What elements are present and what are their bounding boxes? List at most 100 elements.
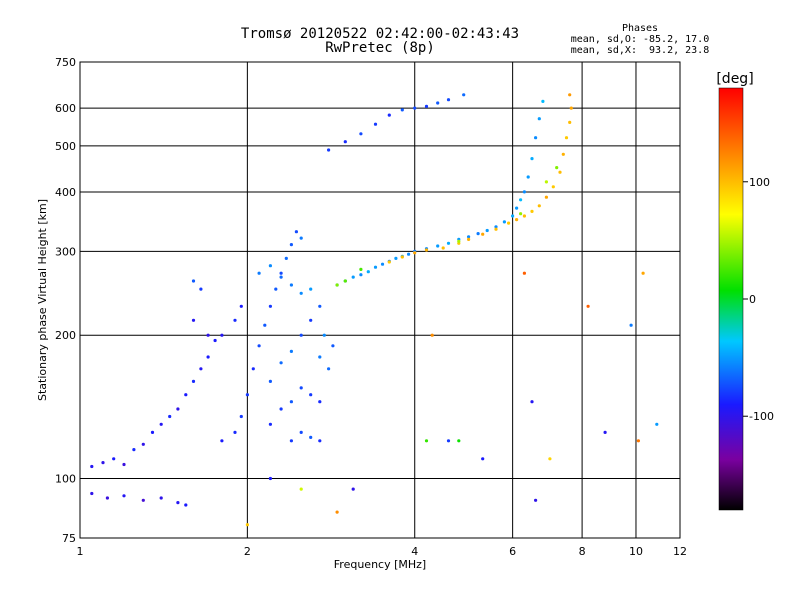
colorbar-ticks: 100 0 -100 xyxy=(743,176,774,423)
data-point xyxy=(213,338,217,343)
data-point xyxy=(457,439,461,443)
y-tick-label: 200 xyxy=(55,329,76,342)
data-point xyxy=(289,243,293,247)
data-point xyxy=(641,271,645,275)
data-point xyxy=(268,264,272,268)
data-point xyxy=(279,271,283,275)
data-point xyxy=(299,487,303,491)
data-point xyxy=(373,122,378,126)
data-point xyxy=(274,287,278,291)
data-point xyxy=(251,367,255,371)
data-point xyxy=(335,283,339,287)
data-point xyxy=(537,204,541,208)
data-point xyxy=(551,185,555,189)
data-point xyxy=(159,496,163,500)
data-point xyxy=(318,400,322,404)
x-tick-label: 8 xyxy=(579,545,586,558)
data-point xyxy=(141,442,145,446)
colorbar-label: [deg] xyxy=(716,71,753,87)
data-point xyxy=(373,265,378,269)
data-point xyxy=(268,422,272,426)
data-point xyxy=(359,267,363,271)
data-point xyxy=(394,256,398,260)
data-point xyxy=(279,407,283,411)
data-point xyxy=(184,503,188,507)
data-point xyxy=(544,180,549,184)
data-point xyxy=(279,275,283,279)
data-point xyxy=(485,228,489,233)
data-point xyxy=(289,349,293,353)
data-point xyxy=(568,93,572,97)
y-tick-labels: 75 100 200 300 400 500 600 750 xyxy=(55,56,76,545)
data-point xyxy=(655,422,659,426)
data-point xyxy=(299,386,303,390)
data-point xyxy=(494,225,498,229)
data-point xyxy=(366,270,370,274)
data-point xyxy=(318,439,322,443)
x-tick-label: 4 xyxy=(411,545,418,558)
data-point xyxy=(446,241,451,245)
data-point xyxy=(407,252,411,256)
data-point xyxy=(184,393,188,397)
data-point xyxy=(289,283,293,287)
data-point xyxy=(299,333,303,337)
data-point xyxy=(289,439,293,443)
data-point xyxy=(141,498,145,502)
chart-title: Tromsø 20120522 02:42:00-02:43:43 xyxy=(240,26,520,42)
data-point xyxy=(446,439,451,443)
data-point xyxy=(309,287,313,291)
data-point xyxy=(327,367,331,371)
data-point xyxy=(541,99,545,103)
colorbar-tick-label: -100 xyxy=(749,410,774,423)
data-point xyxy=(105,496,109,500)
data-point xyxy=(309,435,313,439)
x-tick-label: 10 xyxy=(629,545,643,558)
data-point xyxy=(457,239,461,243)
data-point xyxy=(515,218,519,222)
data-point xyxy=(318,304,322,308)
colorbar-tick-label: 0 xyxy=(749,293,756,306)
x-tick-label: 1 xyxy=(77,545,84,558)
data-point xyxy=(150,430,155,434)
data-point xyxy=(537,117,541,121)
chart-subtitle: RwPretec (8p) xyxy=(325,40,435,56)
data-point xyxy=(561,152,565,156)
data-point xyxy=(309,318,313,322)
data-point xyxy=(436,101,440,105)
data-point xyxy=(309,393,313,397)
x-tick-labels: 1 2 4 6 8 10 12 xyxy=(77,545,688,558)
data-point xyxy=(191,318,196,322)
data-point xyxy=(380,262,385,266)
data-point xyxy=(558,170,562,174)
data-point xyxy=(387,260,391,264)
data-point xyxy=(199,287,203,291)
data-point xyxy=(90,464,94,469)
data-point xyxy=(507,221,511,225)
data-point xyxy=(400,108,404,112)
y-tick-label: 400 xyxy=(55,186,76,199)
data-point xyxy=(530,157,534,161)
data-point xyxy=(191,379,196,383)
phases-x-mode: mean, sd,X: 93.2, 23.8 xyxy=(570,45,710,56)
data-point xyxy=(510,214,515,218)
colorbar-tick-label: 100 xyxy=(749,176,770,189)
data-point xyxy=(245,393,249,397)
data-point xyxy=(294,230,298,234)
data-point xyxy=(441,246,445,250)
data-point xyxy=(233,318,237,322)
data-point xyxy=(424,248,429,252)
data-point xyxy=(530,209,534,213)
data-point xyxy=(268,476,272,481)
data-point xyxy=(233,430,237,434)
data-point xyxy=(519,198,523,202)
data-point xyxy=(176,407,180,411)
data-point xyxy=(534,136,538,140)
data-point xyxy=(331,344,335,348)
data-point xyxy=(220,333,224,337)
data-point xyxy=(343,140,347,144)
data-point xyxy=(359,273,363,277)
data-point xyxy=(515,206,519,210)
data-point xyxy=(289,400,293,404)
data-point xyxy=(268,379,272,383)
